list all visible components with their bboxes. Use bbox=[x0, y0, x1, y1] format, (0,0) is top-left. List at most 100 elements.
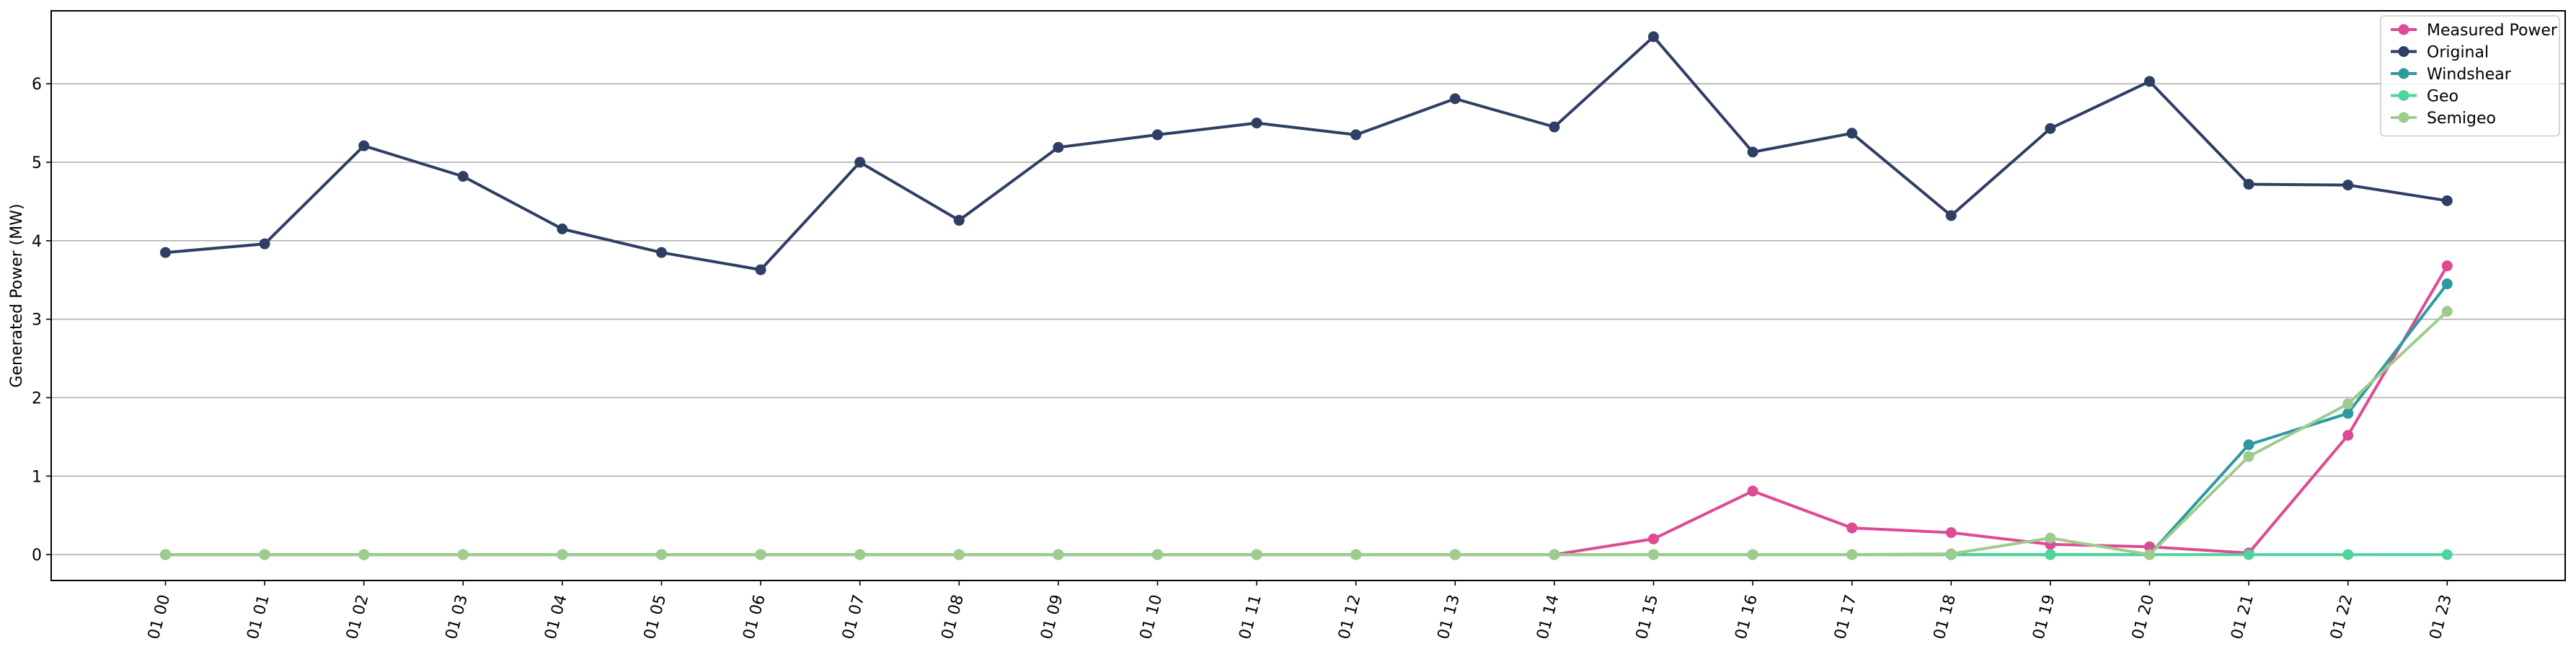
y-tick-label: 1 bbox=[32, 468, 42, 486]
x-tick-label: 01 07 bbox=[839, 593, 868, 641]
data-point bbox=[1747, 549, 1758, 560]
data-point bbox=[2441, 260, 2453, 272]
data-point bbox=[1152, 129, 1163, 141]
legend-item: Geo bbox=[2391, 88, 2458, 106]
legend-label: Windshear bbox=[2427, 66, 2512, 84]
data-point bbox=[259, 238, 270, 250]
legend-item: Windshear bbox=[2391, 66, 2512, 84]
data-point bbox=[1648, 533, 1659, 544]
x-tick-label: 01 22 bbox=[2327, 593, 2356, 641]
data-point bbox=[1945, 527, 1957, 539]
data-point bbox=[557, 224, 568, 235]
data-point bbox=[2441, 306, 2453, 317]
x-tick-label: 01 12 bbox=[1335, 593, 1364, 641]
data-point bbox=[358, 140, 370, 151]
data-point bbox=[2144, 541, 2155, 552]
data-point bbox=[2243, 549, 2254, 560]
series-line bbox=[165, 283, 2448, 557]
x-tick-label: 01 18 bbox=[1931, 593, 1960, 641]
legend-swatch-marker bbox=[2398, 24, 2409, 35]
series-lines bbox=[160, 31, 2453, 560]
x-tick-label: 01 15 bbox=[1633, 593, 1662, 641]
data-point bbox=[854, 156, 866, 168]
series-line bbox=[165, 35, 2448, 272]
y-tick-label: 5 bbox=[32, 154, 42, 172]
x-tick-label: 01 05 bbox=[641, 593, 670, 641]
x-tick-label: 01 10 bbox=[1137, 593, 1166, 641]
data-point bbox=[953, 549, 965, 560]
data-point bbox=[2441, 278, 2453, 290]
data-point bbox=[2342, 398, 2354, 410]
x-axis-ticks: 01 00 01 01 01 02 01 03 01 04 01 05 01 06 01 07… bbox=[145, 580, 2456, 641]
data-point bbox=[755, 264, 766, 275]
data-point bbox=[2342, 549, 2354, 560]
series-line bbox=[165, 310, 2448, 557]
x-tick-label: 01 21 bbox=[2228, 593, 2257, 641]
data-point bbox=[557, 549, 568, 560]
y-tick-label: 2 bbox=[32, 389, 42, 407]
data-point bbox=[1053, 549, 1064, 560]
data-point bbox=[1350, 129, 1362, 141]
legend-label: Semigeo bbox=[2427, 110, 2496, 128]
series-line bbox=[165, 265, 2449, 557]
data-point bbox=[2144, 549, 2155, 560]
y-tick-label: 3 bbox=[32, 312, 42, 330]
legend: Measured Power Original Windshear Geo Semige… bbox=[2380, 15, 2560, 137]
data-point bbox=[457, 171, 469, 182]
data-point bbox=[2045, 532, 2056, 544]
y-tick-label: 6 bbox=[32, 76, 42, 94]
y-axis-ticks: 0 1 2 3 4 5 6 bbox=[32, 76, 51, 565]
data-point bbox=[656, 247, 667, 258]
x-tick-label: 01 16 bbox=[1732, 593, 1761, 641]
data-point bbox=[2144, 76, 2155, 87]
x-tick-label: 01 13 bbox=[1435, 593, 1464, 641]
x-tick-label: 01 11 bbox=[1236, 593, 1265, 641]
x-tick-label: 01 20 bbox=[2129, 593, 2158, 641]
y-tick-label: 0 bbox=[32, 547, 42, 565]
data-point bbox=[1846, 522, 1858, 534]
data-point bbox=[1846, 128, 1858, 139]
legend-label: Original bbox=[2427, 44, 2489, 62]
data-point bbox=[1648, 31, 1659, 43]
data-point bbox=[1152, 549, 1163, 560]
x-tick-label: 01 02 bbox=[343, 593, 372, 641]
y-tick-label: 4 bbox=[32, 233, 42, 251]
data-point bbox=[1747, 485, 1758, 497]
data-point bbox=[1549, 121, 1560, 133]
x-tick-label: 01 00 bbox=[145, 593, 174, 641]
x-tick-label: 01 01 bbox=[244, 593, 273, 641]
legend-item: Original bbox=[2391, 44, 2489, 62]
data-point bbox=[1648, 549, 1659, 560]
legend-item: Measured Power bbox=[2391, 22, 2558, 40]
x-tick-label: 01 14 bbox=[1533, 593, 1562, 641]
data-point bbox=[2243, 439, 2254, 451]
data-point bbox=[2243, 451, 2254, 462]
data-point bbox=[1449, 93, 1461, 105]
data-point bbox=[2342, 430, 2354, 441]
data-point bbox=[2045, 123, 2056, 134]
data-point bbox=[755, 549, 766, 560]
series-semigeo bbox=[160, 306, 2453, 560]
data-point bbox=[358, 549, 370, 560]
data-point bbox=[2045, 549, 2056, 560]
data-point bbox=[1251, 118, 1262, 129]
data-point bbox=[160, 247, 171, 258]
series-measured-power bbox=[160, 260, 2453, 560]
gridlines bbox=[51, 83, 2565, 555]
legend-box bbox=[2380, 15, 2560, 137]
legend-label: Geo bbox=[2427, 88, 2458, 106]
data-point bbox=[457, 549, 469, 560]
data-point bbox=[1549, 549, 1560, 560]
data-point bbox=[2342, 407, 2354, 419]
x-tick-label: 01 06 bbox=[740, 593, 769, 641]
data-point bbox=[2441, 195, 2453, 206]
x-tick-label: 01 04 bbox=[541, 593, 570, 641]
legend-label: Measured Power bbox=[2427, 22, 2558, 40]
x-tick-label: 01 09 bbox=[1037, 593, 1066, 641]
series-windshear bbox=[160, 278, 2453, 560]
data-point bbox=[1945, 210, 1957, 221]
data-point bbox=[1251, 549, 1262, 560]
x-tick-label: 01 17 bbox=[1831, 593, 1860, 641]
legend-item: Semigeo bbox=[2391, 110, 2496, 128]
